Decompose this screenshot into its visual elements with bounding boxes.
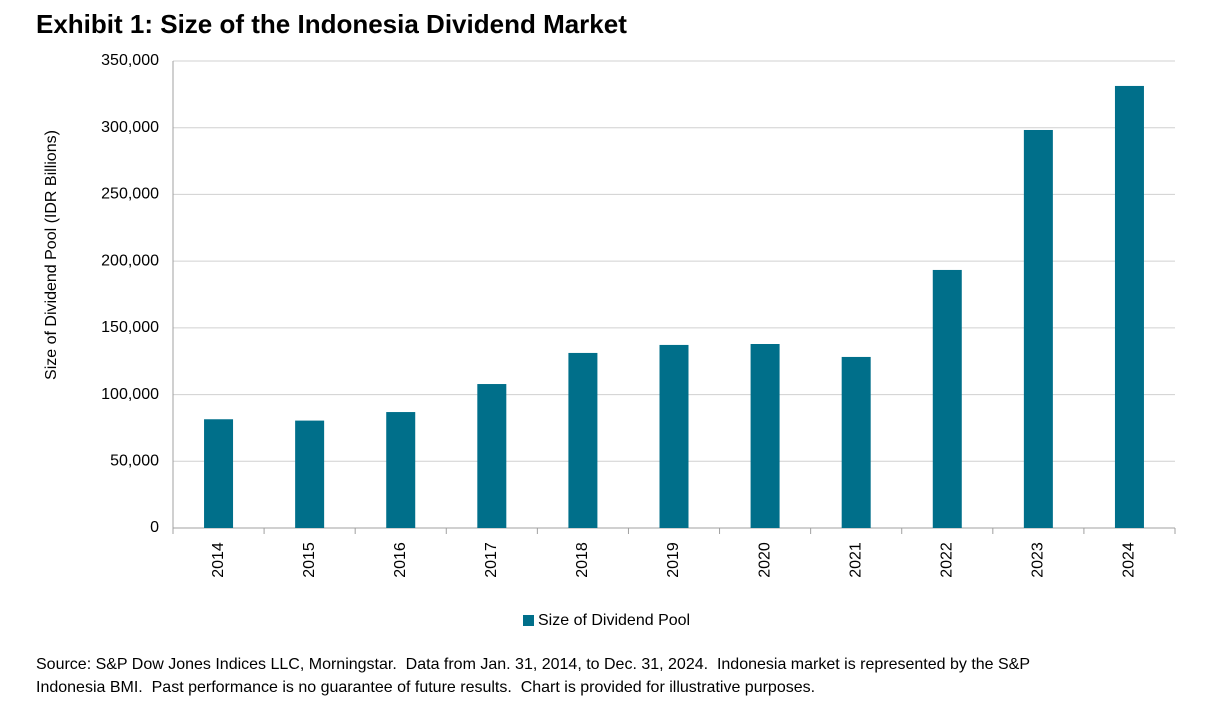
bar — [568, 352, 598, 528]
x-tick-label: 2020 — [756, 542, 773, 578]
footnote: Indonesia BMI. Past performance is no gu… — [36, 679, 815, 696]
legend-label: Size of Dividend Pool — [538, 612, 690, 629]
x-tick-label: 2021 — [847, 542, 864, 578]
y-tick-label: 50,000 — [110, 453, 159, 470]
x-tick-label: 2015 — [301, 542, 318, 578]
y-tick-label: 0 — [150, 519, 159, 536]
bar — [204, 419, 234, 528]
legend-swatch — [523, 615, 534, 626]
bar — [659, 344, 689, 528]
x-tick-label: 2023 — [1030, 542, 1047, 578]
bar — [841, 356, 871, 528]
y-tick-label: 100,000 — [101, 386, 159, 403]
x-tick-label: 2019 — [665, 542, 682, 578]
y-tick-label: 200,000 — [101, 252, 159, 269]
bar — [932, 269, 962, 528]
x-tick-label: 2014 — [210, 542, 227, 578]
bar — [386, 412, 416, 528]
bar — [1114, 85, 1144, 528]
bar — [477, 384, 507, 528]
x-tick-label: 2016 — [392, 542, 409, 578]
bar — [295, 420, 325, 528]
x-tick-label: 2024 — [1121, 542, 1138, 578]
bar — [750, 344, 780, 528]
x-tick-label: 2018 — [574, 542, 591, 578]
bar — [1023, 129, 1053, 528]
x-tick-label: 2017 — [483, 542, 500, 578]
chart-title: Exhibit 1: Size of the Indonesia Dividen… — [36, 9, 627, 39]
y-tick-label: 350,000 — [101, 52, 159, 69]
x-tick-label: 2022 — [938, 542, 955, 578]
y-tick-label: 300,000 — [101, 119, 159, 136]
y-tick-label: 150,000 — [101, 319, 159, 336]
y-axis-label: Size of Dividend Pool (IDR Billions) — [43, 130, 60, 380]
y-tick-label: 250,000 — [101, 186, 159, 203]
footnote: Source: S&P Dow Jones Indices LLC, Morni… — [36, 656, 1030, 673]
